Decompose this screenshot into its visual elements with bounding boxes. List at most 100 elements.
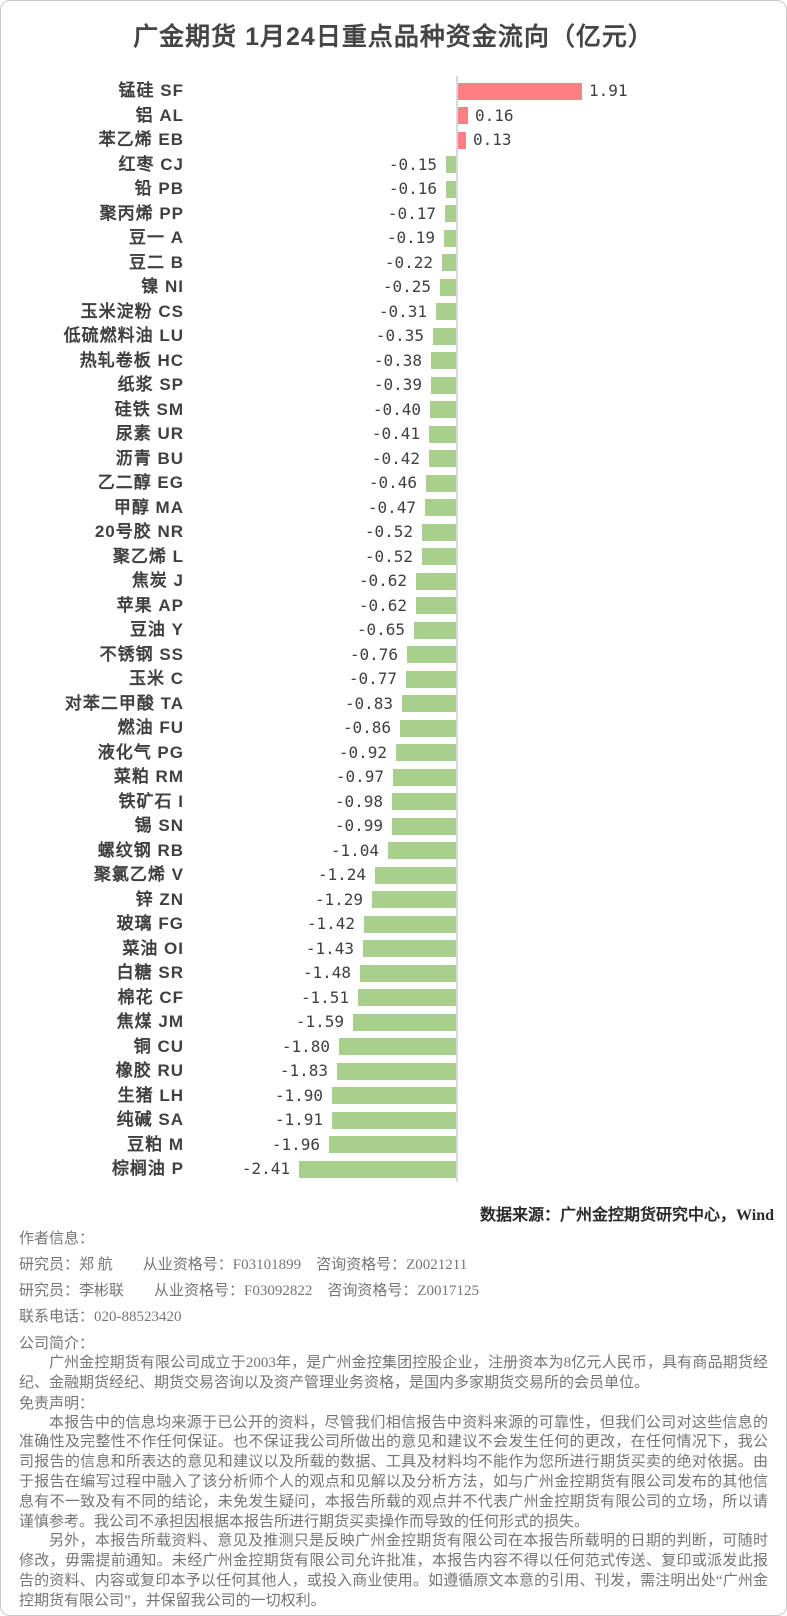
value-label: -1.80 bbox=[281, 1036, 330, 1056]
category-label: 聚丙烯 PP bbox=[99, 203, 184, 223]
negative-bar bbox=[329, 1136, 456, 1154]
category-label: 对苯二甲酸 TA bbox=[64, 693, 184, 713]
category-label: 聚乙烯 L bbox=[112, 546, 184, 566]
category-label: 苯乙烯 EB bbox=[98, 130, 184, 150]
value-label: -1.48 bbox=[302, 963, 351, 983]
negative-bar bbox=[299, 1160, 456, 1178]
value-label: -0.65 bbox=[356, 620, 405, 640]
disclaimer-header: 免责声明： bbox=[19, 1395, 95, 1412]
value-label: -0.19 bbox=[386, 228, 435, 248]
category-label: 尿素 UR bbox=[115, 424, 184, 444]
category-label: 焦炭 J bbox=[131, 571, 184, 591]
disclaimer-paragraph: 本报告中的信息均来源于已公开的资料，尽管我们相信报告中资料来源的可靠性，但我们公… bbox=[19, 1414, 768, 1530]
category-label: 玻璃 FG bbox=[116, 914, 184, 934]
value-label: -0.62 bbox=[358, 571, 407, 591]
negative-bar bbox=[372, 891, 456, 909]
chart-title: 广金期货 1月24日重点品种资金流向（亿元） bbox=[133, 23, 654, 51]
negative-bar bbox=[337, 1062, 456, 1080]
negative-bar bbox=[444, 229, 456, 247]
category-label: 纯碱 SA bbox=[116, 1110, 184, 1130]
value-label: -0.98 bbox=[334, 791, 383, 811]
negative-bar bbox=[332, 1111, 456, 1129]
negative-bar bbox=[433, 327, 456, 345]
negative-bar bbox=[445, 205, 456, 223]
category-label: 铜 CU bbox=[133, 1036, 184, 1056]
negative-bar bbox=[392, 793, 456, 811]
negative-bar bbox=[396, 744, 456, 762]
category-label: 乙二醇 EG bbox=[97, 473, 184, 493]
positive-bar bbox=[458, 82, 582, 100]
category-label: 锌 ZN bbox=[135, 889, 184, 909]
category-label: 橡胶 RU bbox=[115, 1061, 184, 1081]
negative-bar bbox=[339, 1038, 456, 1056]
category-label: 菜油 OI bbox=[122, 938, 184, 958]
negative-bar bbox=[414, 621, 456, 639]
data-source-note: 数据来源：广州金控期货研究中心，Wind bbox=[480, 1207, 774, 1224]
negative-bar bbox=[402, 695, 456, 713]
category-label: 铝 AL bbox=[135, 105, 184, 125]
negative-bar bbox=[363, 940, 456, 958]
negative-bar bbox=[332, 1087, 456, 1105]
value-label: -0.97 bbox=[335, 767, 384, 787]
value-label: 0.13 bbox=[473, 130, 512, 150]
disclaimer-paragraph: 另外，本报告所载资料、意见及推测只是反映广州金控期货有限公司在本报告所载明的日期… bbox=[19, 1533, 768, 1609]
positive-bar bbox=[458, 107, 468, 125]
category-label: 玉米 C bbox=[129, 669, 184, 689]
value-label: -0.16 bbox=[388, 179, 437, 199]
category-label: 生猪 LH bbox=[117, 1085, 184, 1105]
negative-bar bbox=[406, 670, 456, 688]
value-label: -1.42 bbox=[306, 914, 355, 934]
value-label: 0.16 bbox=[475, 105, 514, 125]
value-label: -0.42 bbox=[371, 448, 420, 468]
negative-bar bbox=[358, 989, 456, 1007]
category-label: 不锈钢 SS bbox=[99, 644, 184, 664]
category-label: 棕榈油 P bbox=[111, 1159, 184, 1179]
author-info-block: 作者信息： 研究员：郑 航 从业资格号：F03101899 咨询资格号：Z002… bbox=[19, 1226, 768, 1330]
negative-bar bbox=[431, 376, 456, 394]
value-label: -0.38 bbox=[373, 350, 422, 370]
category-label: 苹果 AP bbox=[116, 595, 184, 615]
value-label: 1.91 bbox=[589, 81, 628, 101]
category-label: 聚氯乙烯 V bbox=[93, 865, 184, 885]
category-label: 螺纹钢 RB bbox=[97, 840, 184, 860]
value-label: -1.91 bbox=[274, 1110, 323, 1130]
value-label: -2.41 bbox=[241, 1159, 290, 1179]
category-label: 锰硅 SF bbox=[118, 81, 184, 101]
value-label: -0.41 bbox=[371, 424, 420, 444]
value-label: -0.22 bbox=[384, 252, 433, 272]
category-label: 锡 SN bbox=[134, 816, 184, 836]
negative-bar bbox=[388, 842, 456, 860]
negative-bar bbox=[353, 1013, 456, 1031]
value-label: -0.62 bbox=[358, 595, 407, 615]
value-label: -0.99 bbox=[334, 816, 383, 836]
negative-bar bbox=[393, 768, 456, 786]
value-label: -0.40 bbox=[372, 399, 421, 419]
value-label: -0.83 bbox=[344, 693, 393, 713]
negative-bar bbox=[400, 719, 456, 737]
value-label: -1.24 bbox=[317, 865, 366, 885]
negative-bar bbox=[360, 964, 456, 982]
negative-bar bbox=[442, 254, 456, 272]
positive-bar bbox=[458, 131, 466, 149]
value-label: -0.52 bbox=[364, 522, 413, 542]
value-label: -1.43 bbox=[305, 938, 354, 958]
category-label: 白糖 SR bbox=[116, 963, 184, 983]
negative-bar bbox=[429, 450, 456, 468]
category-label: 棉花 CF bbox=[117, 987, 184, 1007]
negative-bar bbox=[416, 572, 456, 590]
negative-bar bbox=[375, 866, 456, 884]
value-label: -1.90 bbox=[274, 1085, 323, 1105]
value-label: -0.77 bbox=[348, 669, 397, 689]
bar-chart: 锰硅 SF 1.91 铝 AL 0.16 苯乙烯 EB 0.13 红枣 CJ -0.15 铅 P… bbox=[1, 76, 786, 1182]
category-label: 纸浆 SP bbox=[117, 375, 184, 395]
value-label: -1.96 bbox=[271, 1134, 320, 1154]
category-label: 豆粕 M bbox=[127, 1134, 184, 1154]
value-label: -1.59 bbox=[295, 1012, 344, 1032]
negative-bar bbox=[422, 548, 456, 566]
value-label: -0.35 bbox=[375, 326, 424, 346]
report-footer: 作者信息： 研究员：郑 航 从业资格号：F03101899 咨询资格号：Z002… bbox=[19, 1226, 768, 1612]
category-label: 硅铁 SM bbox=[114, 399, 184, 419]
category-label: 红枣 CJ bbox=[118, 154, 184, 174]
category-label: 甲醇 MA bbox=[113, 497, 184, 517]
negative-bar bbox=[416, 597, 456, 615]
